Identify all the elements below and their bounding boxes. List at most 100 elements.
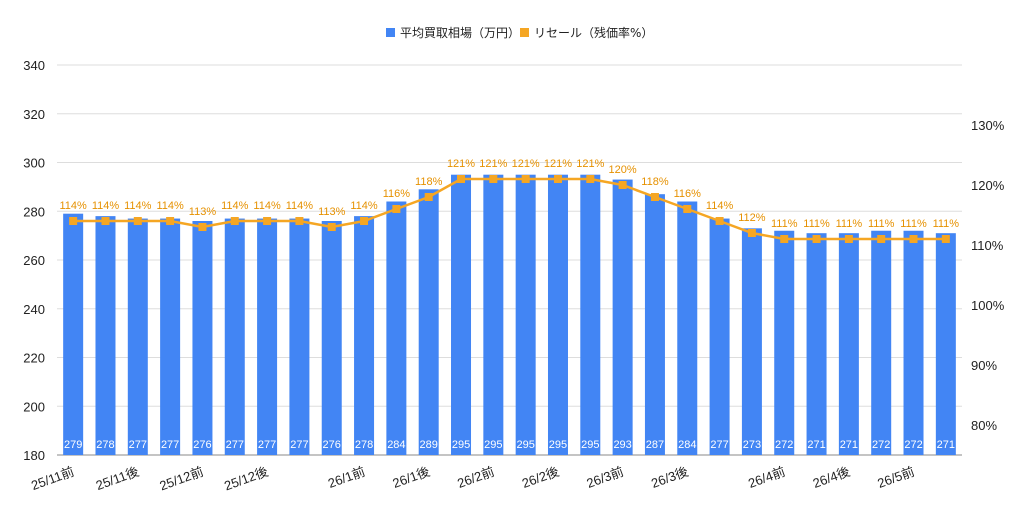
bar	[806, 233, 827, 455]
left-axis-tick-label: 240	[23, 302, 45, 317]
bar	[321, 221, 342, 455]
line-point	[133, 217, 142, 225]
x-axis-tick-label: 25/11後	[94, 464, 141, 493]
bar	[63, 213, 84, 455]
bar	[160, 218, 181, 455]
legend-line-swatch	[520, 28, 529, 37]
bar	[257, 218, 278, 455]
line-value-label: 114%	[124, 200, 152, 212]
x-axis-tick-label: 25/11前	[29, 464, 76, 493]
bar	[515, 174, 536, 455]
bar	[483, 174, 504, 455]
bar-value-label: 295	[452, 439, 470, 451]
bar-value-label: 271	[807, 439, 825, 451]
line-point	[812, 235, 821, 243]
line-value-label: 111%	[803, 218, 830, 230]
line-value-label: 113%	[318, 206, 346, 218]
bar-value-label: 278	[355, 439, 373, 451]
left-axis-tick-label: 280	[23, 204, 45, 219]
line-value-labels: 114% 114% 114% 114% 113% 114% 114% 114% 113% 114%…	[59, 158, 959, 230]
line-value-label: 118%	[415, 176, 443, 188]
line-point	[101, 217, 110, 225]
bar	[709, 218, 730, 455]
line-point	[909, 235, 918, 243]
bar-value-label: 276	[323, 439, 341, 451]
line-value-label: 121%	[447, 158, 475, 170]
line-value-label: 114%	[156, 200, 184, 212]
line-point	[586, 175, 595, 183]
bar	[903, 230, 924, 455]
line-value-label: 111%	[771, 218, 798, 230]
right-axis-tick-label: 130%	[971, 118, 1005, 133]
line-value-label: 114%	[350, 200, 378, 212]
bar-value-label: 271	[840, 439, 858, 451]
bar-value-label: 295	[581, 439, 599, 451]
bar	[386, 201, 407, 455]
bar	[127, 218, 148, 455]
line-point	[392, 205, 401, 213]
bar-value-label: 284	[387, 439, 405, 451]
line-point	[457, 175, 466, 183]
bar	[418, 189, 439, 455]
bar	[838, 233, 859, 455]
line-point	[553, 175, 562, 183]
line-value-label: 112%	[738, 212, 766, 224]
bar-value-label: 277	[290, 439, 308, 451]
bar	[95, 216, 116, 455]
left-axis-tick-label: 220	[23, 351, 45, 366]
bar	[354, 216, 375, 455]
line-point	[780, 235, 789, 243]
x-axis-tick-label: 26/4前	[746, 464, 787, 491]
legend-bar-label: 平均買取相場（万円）	[400, 26, 520, 40]
line-point	[618, 181, 627, 189]
line-point	[295, 217, 304, 225]
bar-value-label: 293	[613, 439, 631, 451]
bar-value-label: 295	[484, 439, 502, 451]
bar-value-label: 277	[226, 439, 244, 451]
line-point	[650, 193, 659, 201]
line-point	[844, 235, 853, 243]
bar	[580, 174, 601, 455]
bar-value-label: 271	[937, 439, 955, 451]
bar	[741, 228, 762, 455]
line-value-label: 111%	[836, 218, 863, 230]
line-point	[715, 217, 724, 225]
bar	[677, 201, 698, 455]
line-point	[360, 217, 369, 225]
x-axis-tick-label: 26/4後	[811, 464, 852, 491]
x-axis-tick-label: 26/2前	[455, 464, 496, 491]
bar-value-label: 277	[161, 439, 179, 451]
x-axis-tick-label: 26/2後	[520, 464, 561, 491]
bar-value-label: 276	[193, 439, 211, 451]
bar-value-label: 278	[96, 439, 114, 451]
line-value-label: 111%	[900, 218, 927, 230]
x-axis: 25/11前 25/11後 25/12前 25/12後 26/1前 26/1後 26/2前 2…	[29, 464, 916, 494]
right-axis-tick-label: 120%	[971, 178, 1005, 193]
line-value-label: 121%	[576, 158, 604, 170]
legend-line-label: リセール（残価率%）	[534, 25, 653, 40]
bar-value-label: 287	[646, 439, 664, 451]
x-axis-tick-label: 26/1前	[326, 464, 367, 491]
left-axis-tick-label: 180	[23, 448, 45, 463]
bar	[547, 174, 568, 455]
bar-value-label: 289	[420, 439, 438, 451]
line-value-label: 118%	[641, 176, 669, 188]
line-value-label: 121%	[544, 158, 572, 170]
bar-value-label: 272	[904, 439, 922, 451]
line-path	[73, 177, 946, 241]
line-value-label: 116%	[383, 188, 411, 200]
bar	[871, 230, 892, 455]
right-axis-tick-label: 90%	[971, 358, 997, 373]
bar	[935, 233, 956, 455]
bar	[774, 230, 795, 455]
line-value-label: 114%	[253, 200, 281, 212]
bar-value-label: 277	[258, 439, 276, 451]
right-axis-tick-label: 110%	[971, 238, 1004, 253]
line-point	[424, 193, 433, 201]
line-point	[327, 223, 336, 231]
bar	[644, 194, 665, 455]
line-value-label: 114%	[286, 200, 314, 212]
x-axis-tick-label: 25/12前	[158, 464, 206, 494]
